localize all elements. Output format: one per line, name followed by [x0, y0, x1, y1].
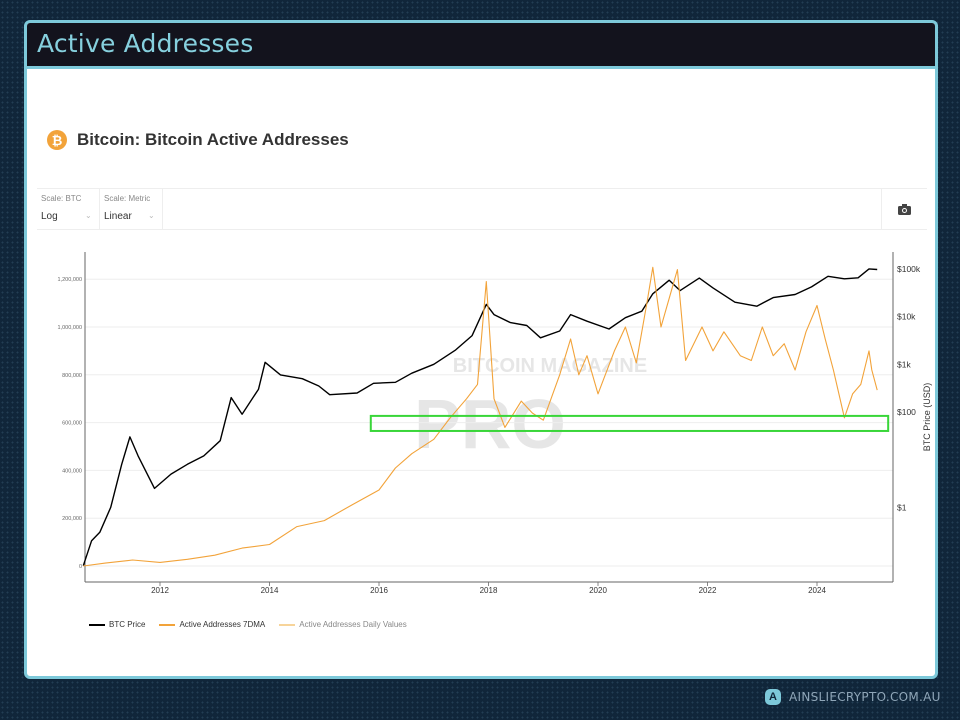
y-right-tick-label: $100: [897, 407, 916, 417]
chevron-down-icon: ⌄: [148, 211, 155, 220]
legend-label: BTC Price: [109, 620, 146, 629]
camera-icon: [898, 203, 911, 215]
y-left-tick-label: 400,000: [62, 468, 82, 474]
btc-price-line: [82, 268, 878, 566]
x-tick-label: 2014: [261, 586, 279, 595]
y-left-tick-label: 0: [79, 564, 82, 570]
scale-btc-select[interactable]: Scale: BTC Log ⌄: [37, 189, 100, 229]
legend-swatch: [89, 623, 105, 626]
y-left-tick-label: 600,000: [62, 421, 82, 427]
x-tick-label: 2022: [699, 586, 717, 595]
chart-toolbar: Scale: BTC Log ⌄ Scale: Metric Linear ⌄: [37, 188, 927, 230]
legend-btc-price[interactable]: BTC Price: [89, 620, 145, 629]
legend-label: Active Addresses Daily Values: [299, 620, 407, 629]
ainslie-logo-icon: A: [765, 689, 781, 705]
legend-active-daily[interactable]: Active Addresses Daily Values: [279, 620, 407, 629]
x-tick-label: 2024: [808, 586, 826, 595]
scale-metric-label: Scale: Metric: [104, 194, 151, 203]
legend-active-7dma[interactable]: Active Addresses 7DMA: [159, 620, 265, 629]
bitcoin-icon: ₿: [47, 130, 67, 150]
slide-title: Active Addresses: [37, 29, 254, 58]
watermark-logo: PRO: [414, 385, 566, 463]
scale-btc-label: Scale: BTC: [41, 194, 82, 203]
y-right-tick-label: $1: [897, 502, 907, 512]
highlight-box: [369, 414, 890, 432]
slide-panel: Active Addresses ₿ Bitcoin: Bitcoin Acti…: [24, 20, 938, 679]
y-left-tick-label: 1,000,000: [58, 325, 82, 331]
active-addresses-7dma-line: [83, 266, 878, 567]
screenshot-button[interactable]: [881, 189, 927, 229]
x-tick-label: 2016: [370, 586, 388, 595]
x-tick-label: 2018: [480, 586, 498, 595]
y-right-tick-label: $100k: [897, 264, 921, 274]
scale-metric-value: Linear: [104, 211, 132, 222]
legend-swatch: [279, 623, 296, 626]
chart-title: Bitcoin: Bitcoin Active Addresses: [77, 130, 349, 149]
footer-url[interactable]: AINSLIECRYPTO.COM.AU: [789, 690, 941, 704]
chevron-down-icon: ⌄: [85, 211, 92, 220]
chart-title-row: ₿ Bitcoin: Bitcoin Active Addresses: [47, 130, 349, 150]
scale-btc-value: Log: [41, 211, 58, 222]
footer-brand: A AINSLIECRYPTO.COM.AU: [765, 689, 941, 705]
y-right-tick-label: $10k: [897, 312, 916, 322]
y-right-tick-label: $1k: [897, 359, 911, 369]
y-left-tick-label: 1,200,000: [58, 277, 82, 283]
legend-label: Active Addresses 7DMA: [179, 620, 266, 629]
chart-legend: BTC Price Active Addresses 7DMA Active A…: [89, 620, 407, 629]
scale-metric-select[interactable]: Scale: Metric Linear ⌄: [100, 189, 163, 229]
x-tick-label: 2020: [589, 586, 607, 595]
y-left-tick-label: 200,000: [62, 516, 82, 522]
legend-swatch: [159, 623, 176, 626]
panel-header: Active Addresses: [27, 23, 935, 69]
x-tick-label: 2012: [151, 586, 169, 595]
watermark-text: BITCOIN MAGAZINE: [453, 355, 647, 377]
y-right-axis-label: BTC Price (USD): [922, 383, 932, 452]
y-left-tick-label: 800,000: [62, 373, 82, 379]
